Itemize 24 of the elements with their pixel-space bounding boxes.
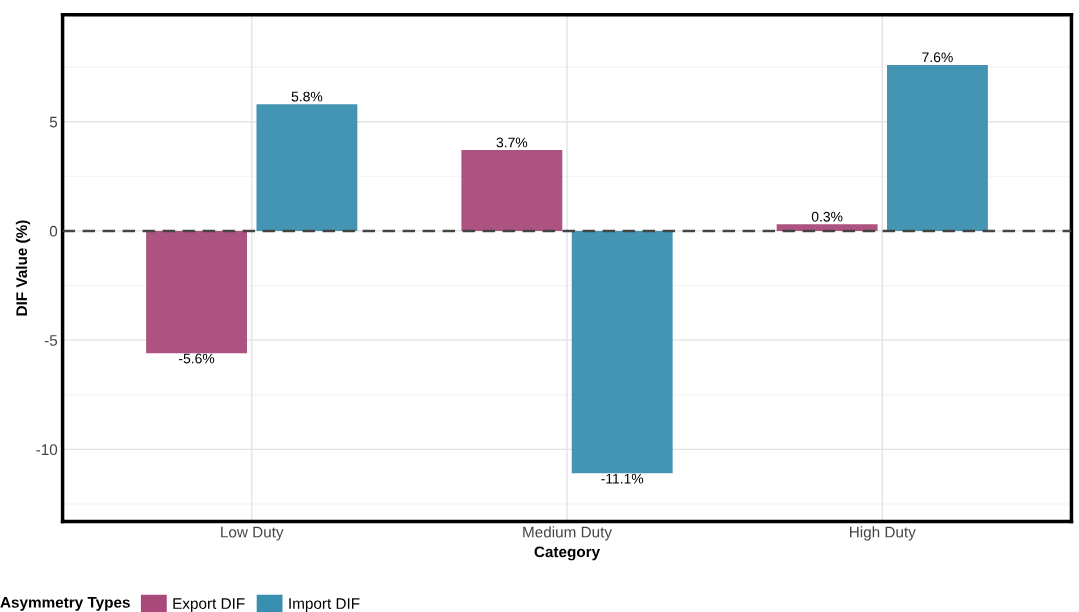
- y-tick-label: -10: [36, 444, 58, 456]
- bar: [461, 150, 563, 231]
- data-label: 0.3%: [811, 211, 843, 222]
- y-tick-label: 5: [49, 116, 58, 128]
- bar: [256, 104, 358, 231]
- data-label: -11.1%: [601, 473, 644, 484]
- data-label: -5.6%: [179, 353, 215, 364]
- x-tick-label: Low Duty: [221, 526, 284, 541]
- data-label: 3.7%: [496, 137, 528, 148]
- x-tick-label: High Duty: [850, 526, 916, 541]
- bar: [776, 224, 878, 231]
- bar: [887, 64, 988, 231]
- data-label: 5.8%: [291, 91, 323, 102]
- legend-label: Export DIF: [173, 598, 245, 612]
- x-tick-label: Medium Duty: [523, 526, 612, 541]
- bar: [146, 230, 248, 354]
- legend-title: Asymmetry Types: [0, 597, 130, 611]
- legend-label: Import DIF: [289, 598, 360, 612]
- data-label: 7.6%: [922, 52, 953, 63]
- x-axis-title: Category: [534, 546, 601, 561]
- y-axis-title: DIF Value (%): [15, 220, 31, 316]
- y-tick-label: 0: [49, 225, 58, 237]
- y-tick-label: -5: [44, 335, 58, 346]
- bar: [571, 230, 673, 474]
